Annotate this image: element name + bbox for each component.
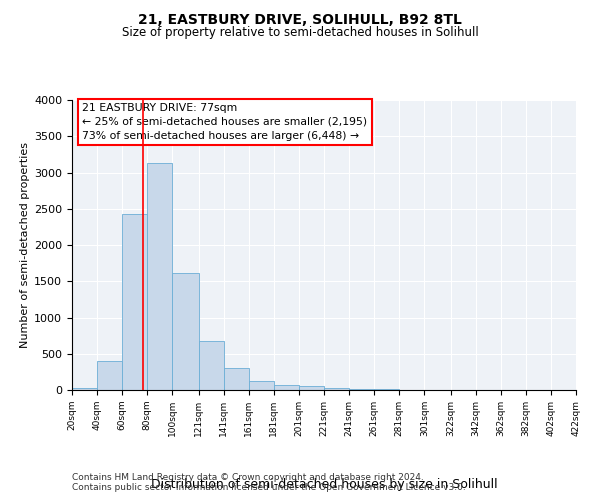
X-axis label: Distribution of semi-detached houses by size in Solihull: Distribution of semi-detached houses by … <box>151 478 497 491</box>
Bar <box>122 214 147 390</box>
Bar <box>349 389 374 390</box>
Bar <box>72 388 97 390</box>
Bar <box>224 368 249 390</box>
Bar <box>249 380 274 390</box>
Bar <box>324 388 349 390</box>
Text: 21 EASTBURY DRIVE: 77sqm
← 25% of semi-detached houses are smaller (2,195)
73% o: 21 EASTBURY DRIVE: 77sqm ← 25% of semi-d… <box>82 103 367 141</box>
Text: Size of property relative to semi-detached houses in Solihull: Size of property relative to semi-detach… <box>122 26 478 39</box>
Text: Contains HM Land Registry data © Crown copyright and database right 2024.: Contains HM Land Registry data © Crown c… <box>72 472 424 482</box>
Bar <box>199 342 224 390</box>
Bar <box>97 361 122 390</box>
Text: Contains public sector information licensed under the Open Government Licence v3: Contains public sector information licen… <box>72 484 466 492</box>
Y-axis label: Number of semi-detached properties: Number of semi-detached properties <box>20 142 30 348</box>
Bar <box>299 386 324 390</box>
Bar <box>274 384 299 390</box>
Bar <box>147 163 172 390</box>
Bar <box>172 272 199 390</box>
Text: 21, EASTBURY DRIVE, SOLIHULL, B92 8TL: 21, EASTBURY DRIVE, SOLIHULL, B92 8TL <box>138 12 462 26</box>
